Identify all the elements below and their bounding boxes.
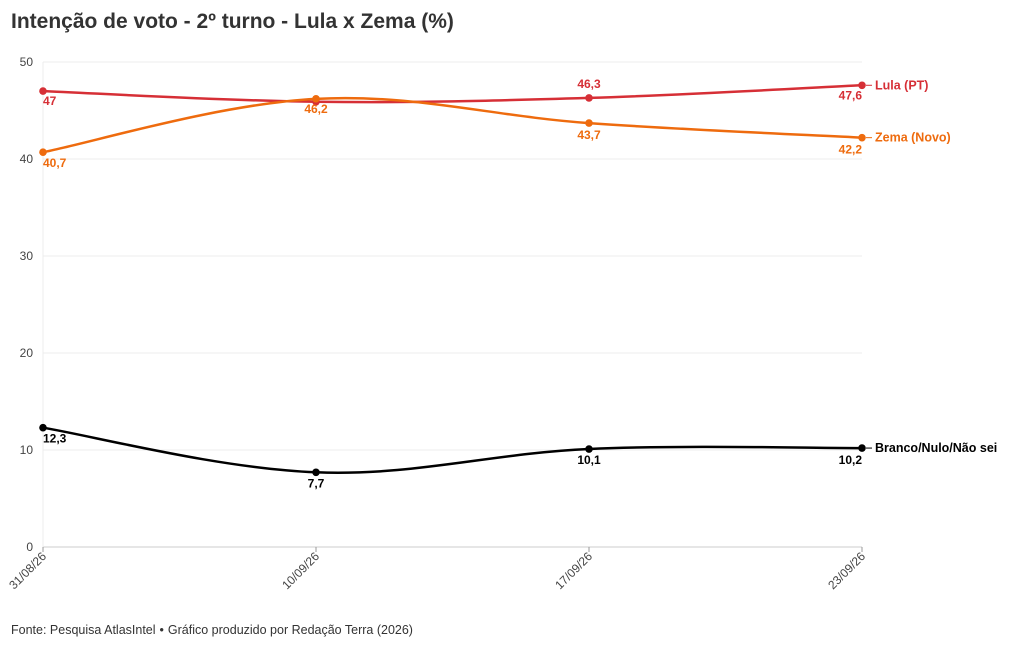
data-label: 10,2 [839,453,863,467]
data-label: 12,3 [43,432,67,446]
series-name-label: Branco/Nulo/Não sei [875,441,997,455]
data-point [39,87,47,95]
series-end-labels: Lula (PT) Zema (Novo) Branco/Nulo/Não sei [866,78,997,455]
chart-title: Intenção de voto - 2º turno - Lula x Zem… [11,10,454,33]
data-label: 43,7 [577,128,601,142]
series-points [39,81,866,477]
series-line-0 [41,84,864,104]
data-label: 46,3 [577,77,601,91]
data-point [39,148,47,157]
data-point [858,444,866,452]
data-point [312,468,320,477]
data-label: 47 [43,94,57,108]
data-point [585,94,593,102]
grid-lines [42,61,862,548]
x-tick-label: 31/08/26 [6,549,49,592]
series-line-1 [41,96,864,154]
y-tick-label: 40 [20,152,34,166]
x-tick-label: 23/09/26 [825,549,868,592]
footer-separator: • [159,623,164,637]
data-point [858,133,866,142]
data-label: 47,6 [839,88,863,102]
y-tick-label: 50 [20,55,34,69]
y-tick-label: 10 [20,443,34,457]
series-name-label: Lula (PT) [875,78,928,92]
data-label: 46,2 [304,102,328,116]
y-tick-label: 20 [20,346,34,360]
y-tick-label: 30 [20,249,34,263]
data-point [39,423,47,432]
y-axis: 0 10 20 30 40 50 [20,55,34,554]
x-tick-label: 17/09/26 [552,549,595,592]
y-tick-label: 0 [26,540,33,554]
footer-source: Fonte: Pesquisa AtlasIntel [11,623,156,637]
x-axis: 31/08/26 10/09/26 17/09/26 23/09/26 [6,547,868,592]
data-point [858,81,866,90]
footer: Fonte: Pesquisa AtlasIntel • Gráfico produ… [11,623,413,637]
data-label: 7,7 [308,476,325,490]
x-tick-label: 10/09/26 [279,549,322,592]
series-name-label: Zema (Novo) [875,131,951,145]
data-label: 42,2 [839,143,863,157]
data-label: 10,1 [577,453,601,467]
data-labels: 47 46,3 47,6 40,7 46,2 43,7 42,2 12,3 7,7 10,1 10,… [43,77,862,490]
series-lines [41,84,864,474]
series-line-2 [41,426,864,474]
data-point [312,95,320,103]
data-point [585,445,593,453]
footer-credit: Gráfico produzido por Redação Terra (202… [167,623,413,637]
data-point [585,119,593,127]
data-label: 40,7 [43,156,67,170]
